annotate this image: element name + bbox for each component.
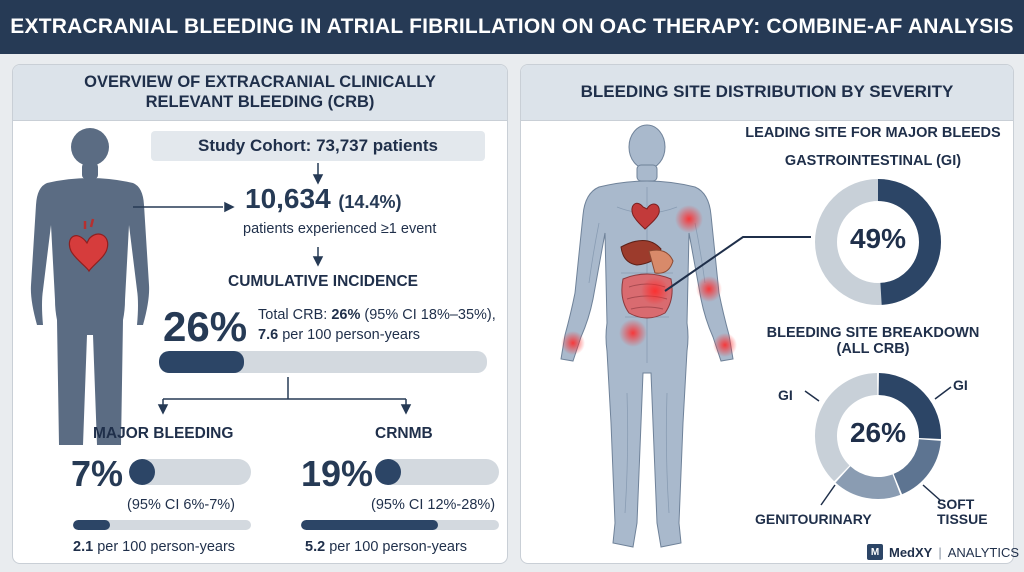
major-bleeds-donut <box>815 179 941 305</box>
brand-suffix: ANALYTICS <box>947 544 1020 560</box>
brand-separator: | <box>938 544 942 560</box>
human-figure-icon <box>30 128 150 445</box>
soft-tissue-line1: SOFT <box>937 496 975 512</box>
distribution-panel-title: BLEEDING SITE DISTRIBUTION BY SEVERITY <box>580 82 954 102</box>
crnmb-rate-suffix: per 100 person-years <box>325 539 468 555</box>
flow-connectors <box>133 163 412 415</box>
breakdown-donut <box>815 373 941 499</box>
major-bleeding-rate-bar-fill <box>73 520 111 530</box>
crnmb-rate-value: 5.2 <box>305 539 326 555</box>
heart-icon <box>68 218 109 273</box>
cumulative-incidence-bar-fill <box>159 351 245 373</box>
total-crb-ci: (95% CI 18%–35%), <box>360 307 496 323</box>
breakdown-segment-2 <box>835 465 901 499</box>
total-crb-rate-suffix: per 100 person-years <box>278 326 421 343</box>
distribution-panel-header: BLEEDING SITE DISTRIBUTION BY SEVERITY <box>521 65 1013 121</box>
crnmb-value: 19% <box>301 453 374 494</box>
breakdown-heading: BLEEDING SITE BREAKDOWN (ALL CRB) <box>741 325 1005 357</box>
event-count: 10,634 (14.4%) <box>245 183 401 215</box>
event-count-percent: (14.4%) <box>338 192 402 212</box>
breakdown-label-gi-right: GI <box>953 377 968 393</box>
breakdown-label-soft-tissue: SOFT TISSUE <box>937 496 988 528</box>
overview-title-line1: OVERVIEW OF EXTRACRANIAL CLINICALLY <box>84 72 436 91</box>
crnmb-rate: 5.2 per 100 person-years <box>305 539 467 555</box>
crnmb-rate-bar <box>301 520 499 530</box>
major-bleeds-subheading: GASTROINTESTINAL (GI) <box>784 153 962 169</box>
distribution-panel: BLEEDING SITE DISTRIBUTION BY SEVERITY <box>520 64 1014 564</box>
title-bar: EXTRACRANIAL BLEEDING IN ATRIAL FIBRILLA… <box>0 0 1024 54</box>
major-bleeding-bar <box>129 459 251 485</box>
breakdown-segment-3 <box>815 373 878 482</box>
major-bleeding-rate-bar <box>73 520 251 530</box>
brand-name: MedXY <box>889 544 933 560</box>
major-bleeds-heading: LEADING SITE FOR MAJOR BLEEDS <box>745 125 1001 141</box>
crnmb-ci: (95% CI 12%-28%) <box>371 497 496 513</box>
breakdown-label-gi-left: GI <box>778 387 793 403</box>
major-bleeding-rate-suffix: per 100 person-years <box>93 539 236 555</box>
major-donut-center-value: 49% <box>849 223 907 254</box>
breakdown-leader-lines <box>804 386 952 506</box>
overview-panel-title: OVERVIEW OF EXTRACRANIAL CLINICALLY RELE… <box>84 73 436 113</box>
major-bleeding-rate-value: 2.1 <box>73 539 94 555</box>
brand-logo-icon: M <box>867 544 883 560</box>
page-title: EXTRACRANIAL BLEEDING IN ATRIAL FIBRILLA… <box>10 15 1014 38</box>
major-bleeding-ci: (95% CI 6%-7%) <box>127 497 235 513</box>
cumulative-incidence-value: 26% <box>163 303 248 350</box>
pointer-line <box>664 236 811 292</box>
crnmb-bar-fill <box>375 459 401 485</box>
breakdown-donut-center-value: 26% <box>849 417 907 448</box>
soft-tissue-line2: TISSUE <box>937 511 988 528</box>
bleeding-site-markers <box>561 205 737 357</box>
major-donut-arc <box>815 179 941 305</box>
cumulative-incidence-title: CUMULATIVE INCIDENCE <box>228 273 419 290</box>
major-bleeding-value: 7% <box>71 453 124 494</box>
anatomy-body-icon <box>560 124 737 548</box>
overview-title-line2: RELEVANT BLEEDING (CRB) <box>145 92 375 111</box>
major-bleeding-bar-fill <box>129 459 155 485</box>
crnmb-rate-bar-fill <box>301 520 438 530</box>
cumulative-incidence-bar <box>159 351 487 373</box>
event-count-value: 10,634 <box>245 183 331 214</box>
total-crb-value: 26% <box>331 307 361 323</box>
overview-panel-header: OVERVIEW OF EXTRACRANIAL CLINICALLY RELE… <box>13 65 507 121</box>
total-crb-prefix: Total CRB: <box>258 307 332 323</box>
crnmb-label: CRNMB <box>375 425 433 442</box>
overview-panel: OVERVIEW OF EXTRACRANIAL CLINICALLY RELE… <box>12 64 508 564</box>
cumulative-incidence-detail: Total CRB: 26% (95% CI 18%–35%), 7.6 per… <box>258 306 496 345</box>
study-cohort-box: Study Cohort: 73,737 patients <box>151 131 485 161</box>
total-crb-rate-value: 7.6 <box>258 326 279 343</box>
breakdown-segment-1 <box>893 438 941 495</box>
major-bleeding-label: MAJOR BLEEDING <box>93 425 234 442</box>
event-description: patients experienced ≥1 event <box>243 221 437 237</box>
breakdown-segment-0 <box>878 373 941 440</box>
breakdown-heading-line2: (ALL CRB) <box>836 341 910 357</box>
breakdown-heading-line1: BLEEDING SITE BREAKDOWN <box>766 325 980 341</box>
major-bleeding-rate: 2.1 per 100 person-years <box>73 539 235 555</box>
crnmb-bar <box>375 459 499 485</box>
breakdown-label-genitourinary: GENITOURINARY <box>755 511 872 527</box>
brand-footer: M MedXY | ANALYTICS <box>867 544 1019 560</box>
